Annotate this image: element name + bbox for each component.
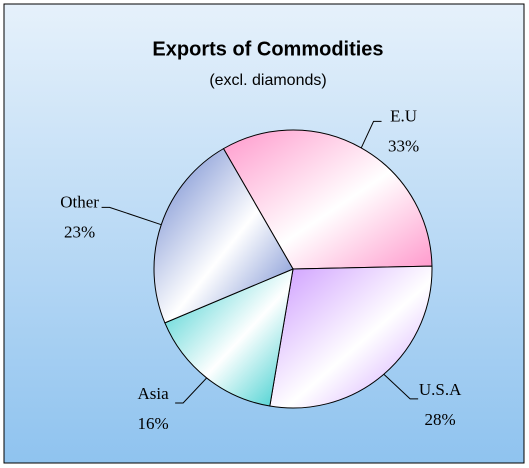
leader-line — [383, 373, 419, 400]
pie-slice — [269, 265, 433, 409]
chart-subtitle: (excl. diamonds) — [209, 72, 326, 89]
value-label: 33% — [388, 136, 419, 155]
pie-slice — [153, 147, 294, 324]
value-label: 16% — [138, 414, 169, 433]
pie-slice — [164, 268, 294, 407]
category-label: Asia — [138, 384, 170, 403]
category-label: E.U — [390, 106, 417, 125]
leader-line — [101, 206, 162, 226]
leader-line — [175, 377, 208, 404]
value-label: 23% — [64, 222, 95, 241]
category-label: U.S.A — [419, 380, 462, 399]
chart-title: Exports of Commodities — [152, 38, 383, 60]
category-label: Other — [60, 192, 99, 211]
leader-line — [360, 120, 382, 149]
value-label: 28% — [425, 410, 456, 429]
